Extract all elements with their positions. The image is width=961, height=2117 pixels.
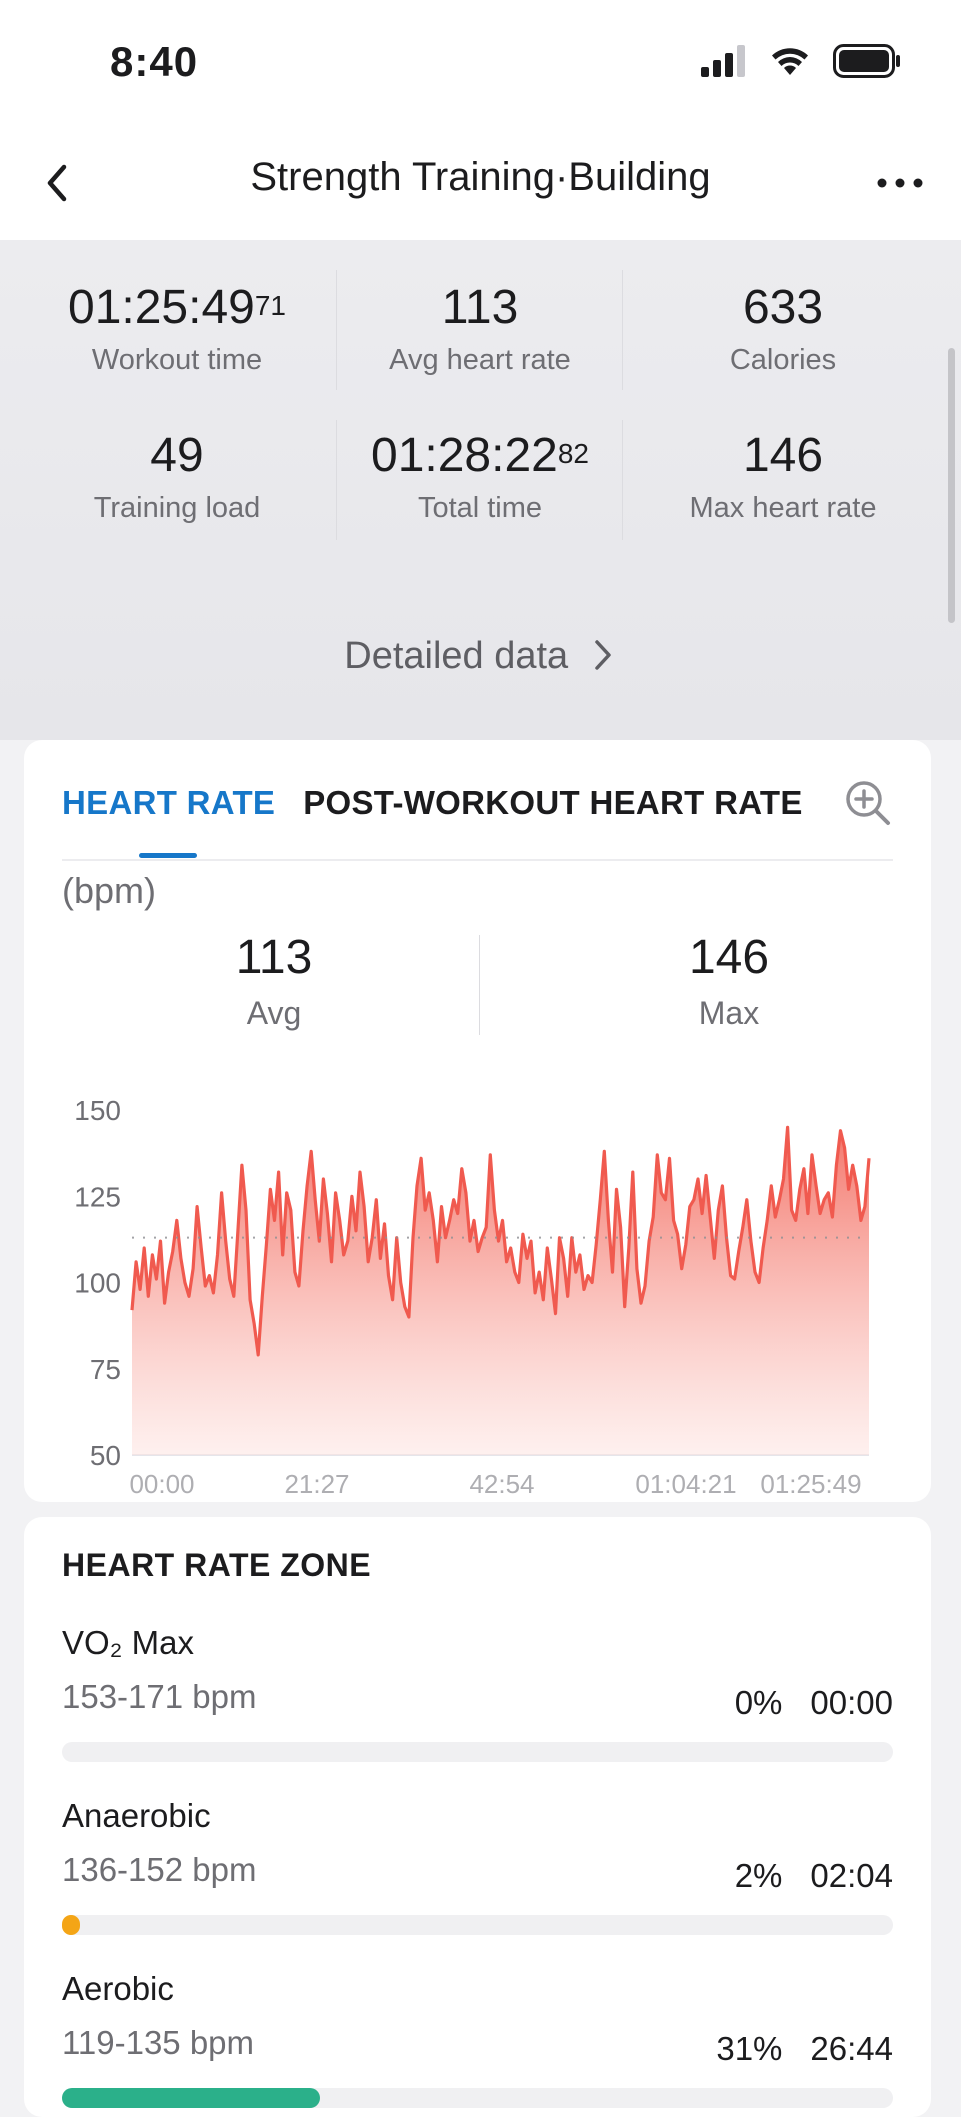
tab-heart-rate[interactable]: HEART RATE	[62, 784, 276, 821]
heart-rate-zone-card: HEART RATE ZONE VO₂ Max 153-171 bpm 0% 00…	[24, 1517, 931, 2117]
zone-aerobic: Aerobic 119-135 bpm 31% 26:44	[62, 1970, 893, 2108]
page-title: Strength Training·Building	[250, 155, 711, 199]
y-tick-label: 125	[74, 1181, 121, 1212]
stat-label: Training load	[93, 492, 261, 524]
max-heart-rate-summary: 146 Max	[579, 930, 879, 1032]
zone-range: 136-152 bpm	[62, 1851, 257, 1888]
zone-name: Anaerobic	[62, 1797, 211, 1834]
y-tick-label: 75	[90, 1354, 121, 1385]
max-value: 146	[688, 931, 770, 984]
zone-time: 26:44	[810, 2030, 893, 2067]
zone-time: 00:00	[810, 1684, 893, 1721]
zone-progress-track	[62, 2088, 893, 2108]
zone-progress-fill	[62, 1915, 81, 1935]
tab-post-workout-heart-rate[interactable]: POST-WORKOUT HEART RATE	[303, 784, 803, 821]
stat-avg-heart-rate: 113 Avg heart rate	[330, 280, 630, 377]
detailed-data-link[interactable]: Detailed data	[0, 635, 961, 678]
status-icons	[701, 44, 901, 78]
zone-range: 153-171 bpm	[62, 1678, 257, 1715]
stat-value: 01:25:49	[68, 281, 255, 334]
zoom-in-icon[interactable]	[843, 778, 893, 828]
stat-label: Total time	[417, 492, 543, 524]
zone-percent: 0%	[734, 1684, 783, 1721]
stat-label: Calories	[729, 344, 837, 376]
stat-max-heart-rate: 146 Max heart rate	[633, 428, 933, 525]
active-tab-indicator	[139, 853, 197, 858]
heart-rate-chart[interactable]: 150 125 100 75 50 00:00 21:27 42:54 01:04:21 01:2…	[24, 1080, 931, 1500]
heart-rate-card: HEART RATE POST-WORKOUT HEART RATE (bpm)…	[24, 740, 931, 1502]
y-tick-label: 100	[74, 1268, 121, 1299]
stat-label: Workout time	[91, 344, 263, 376]
zone-percent: 2%	[734, 1857, 783, 1894]
zone-section-title: HEART RATE ZONE	[62, 1547, 372, 1583]
battery-icon	[833, 44, 900, 78]
avg-label: Avg	[246, 995, 302, 1031]
avg-value: 113	[235, 931, 313, 984]
x-tick-label: 01:04:21	[635, 1469, 736, 1499]
zone-progress-fill	[62, 2088, 320, 2108]
stat-workout-time: 01:25:4971 Workout time	[27, 280, 327, 377]
status-time: 8:40	[110, 38, 199, 85]
zone-percent: 31%	[716, 2030, 783, 2067]
stat-value: 01:28:22	[371, 429, 558, 482]
zone-vo2max: VO₂ Max 153-171 bpm 0% 00:00	[62, 1624, 893, 1762]
zone-name: Aerobic	[62, 1970, 174, 2007]
chart-unit-label: (bpm)	[62, 870, 157, 911]
scrollbar[interactable]	[948, 348, 955, 623]
stat-total-time: 01:28:2282 Total time	[330, 428, 630, 525]
more-options-icon[interactable]	[865, 153, 935, 213]
zone-time: 02:04	[810, 1857, 893, 1894]
y-tick-label: 150	[74, 1095, 121, 1126]
zone-name: VO₂ Max	[62, 1624, 194, 1661]
avg-heart-rate-summary: 113 Avg	[124, 930, 424, 1032]
stat-value: 633	[742, 281, 824, 334]
zone-anaerobic: Anaerobic 136-152 bpm 2% 02:04	[62, 1797, 893, 1935]
stat-value-fraction: 71	[254, 290, 286, 321]
detailed-data-label: Detailed data	[344, 635, 569, 677]
heart-rate-tabs: HEART RATE POST-WORKOUT HEART RATE	[62, 784, 803, 822]
x-tick-label: 00:00	[129, 1469, 194, 1499]
status-bar: 8:40	[0, 0, 961, 125]
tab-separator	[62, 859, 893, 861]
back-chevron-icon[interactable]	[38, 153, 98, 213]
stat-value: 113	[441, 281, 519, 334]
stat-divider	[336, 270, 337, 390]
nav-header: Strength Training·Building	[0, 125, 961, 240]
stat-value-fraction: 82	[557, 438, 589, 469]
x-tick-label: 42:54	[469, 1469, 534, 1499]
chevron-right-icon	[595, 640, 611, 670]
wifi-icon	[772, 48, 808, 75]
x-tick-label: 01:25:49	[760, 1469, 861, 1499]
stat-value: 49	[150, 429, 204, 482]
summary-divider	[479, 935, 480, 1035]
stat-label: Avg heart rate	[389, 344, 571, 376]
workout-summary: 01:25:4971 Workout time 113 Avg heart ra…	[0, 240, 961, 740]
stat-divider	[622, 270, 623, 390]
heart-rate-line	[130, 1125, 871, 1357]
stat-value: 146	[742, 429, 824, 482]
zone-progress-track	[62, 1915, 893, 1935]
stat-training-load: 49 Training load	[27, 428, 327, 525]
zone-range: 119-135 bpm	[62, 2024, 255, 2061]
max-label: Max	[698, 995, 760, 1031]
cellular-signal-icon	[701, 45, 745, 77]
stat-divider	[622, 420, 623, 540]
stat-calories: 633 Calories	[633, 280, 933, 377]
stat-divider	[336, 420, 337, 540]
heart-rate-area	[132, 1127, 869, 1455]
zone-progress-track	[62, 1742, 893, 1762]
y-tick-label: 50	[90, 1440, 121, 1471]
x-tick-label: 21:27	[284, 1469, 349, 1499]
stat-label: Max heart rate	[689, 492, 877, 524]
